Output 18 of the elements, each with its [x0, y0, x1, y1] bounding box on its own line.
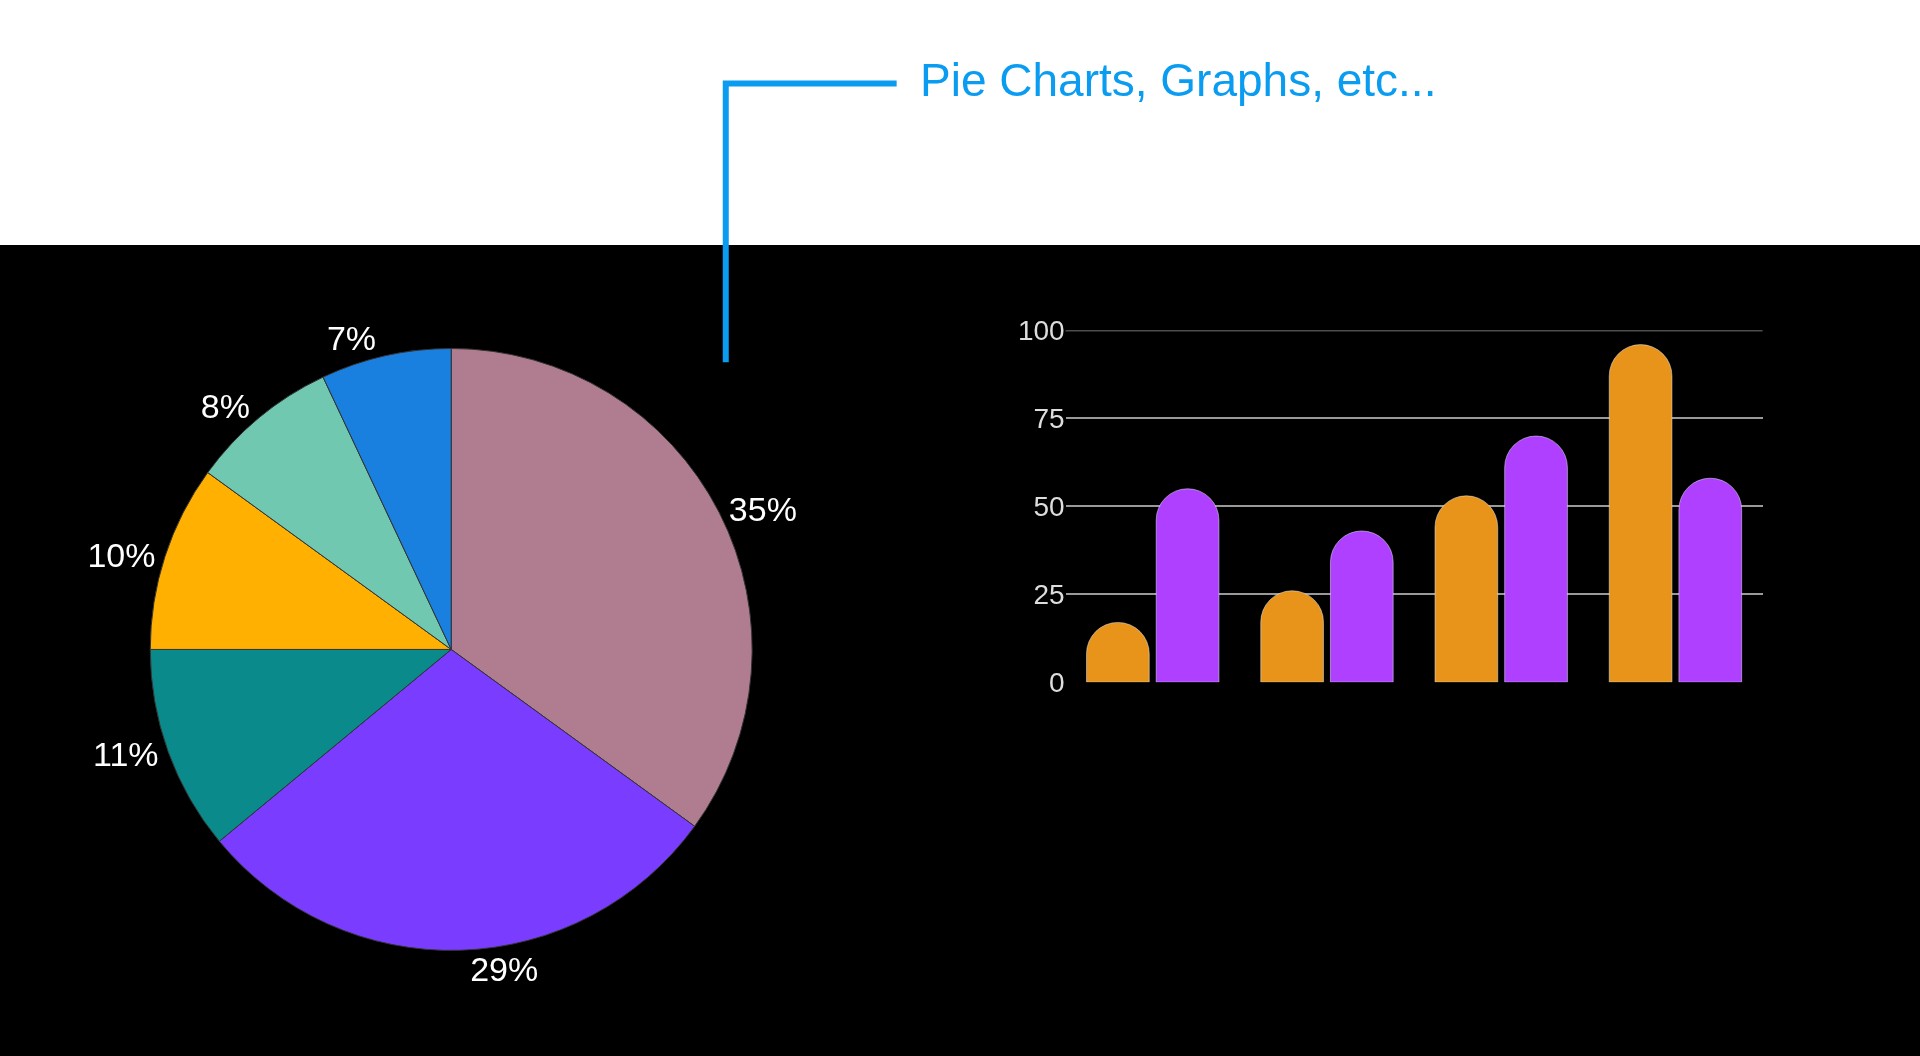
- data-label: 10%: [87, 535, 156, 574]
- bar: [1608, 344, 1673, 683]
- bar: [1434, 495, 1498, 683]
- data-label: 35%: [728, 489, 797, 528]
- data-label: 29%: [470, 950, 539, 989]
- bar: [1678, 477, 1742, 683]
- y-tick-label: 50: [1033, 491, 1065, 523]
- bar: [1330, 530, 1394, 683]
- bar: [1155, 488, 1220, 683]
- y-tick-label: 100: [1017, 315, 1065, 347]
- data-label: 7%: [326, 318, 377, 357]
- text: Pie Charts, Graphs, etc...: [920, 54, 1437, 106]
- data-label: 8%: [200, 387, 250, 426]
- y-tick-label: 75: [1033, 403, 1065, 435]
- y-tick-label: 0: [1049, 666, 1065, 698]
- bar: [1504, 435, 1568, 683]
- y-tick-label: 25: [1033, 579, 1065, 611]
- data-label: 11%: [93, 734, 159, 773]
